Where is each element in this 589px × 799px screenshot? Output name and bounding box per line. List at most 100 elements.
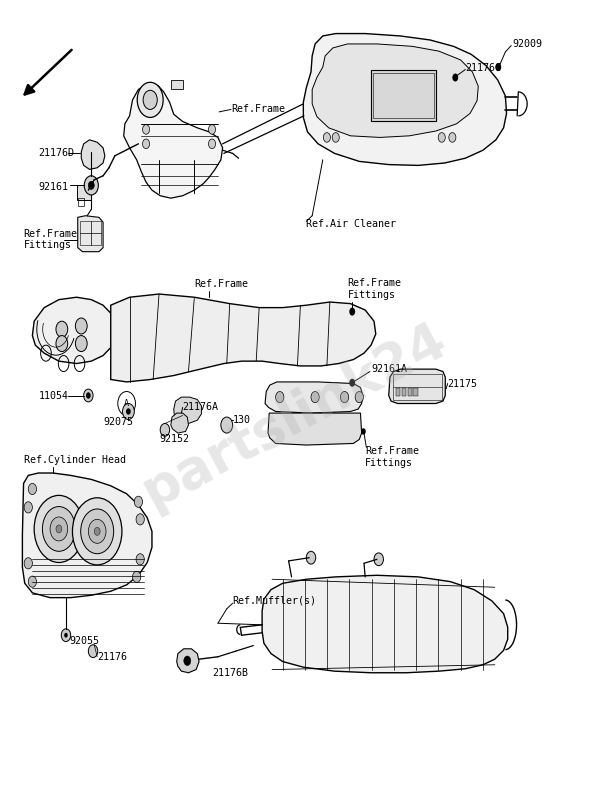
Text: Ref.Muffler(s): Ref.Muffler(s): [233, 596, 317, 606]
Circle shape: [94, 527, 100, 535]
Circle shape: [133, 571, 141, 582]
Circle shape: [349, 308, 355, 316]
Circle shape: [323, 133, 330, 142]
Circle shape: [84, 176, 98, 195]
Polygon shape: [265, 382, 363, 413]
Bar: [402, 388, 406, 396]
Circle shape: [75, 336, 87, 352]
Bar: [373, 73, 434, 118]
Text: 21176D: 21176D: [38, 149, 74, 158]
Polygon shape: [81, 140, 105, 169]
Text: Ref.Frame
Fittings: Ref.Frame Fittings: [24, 229, 78, 251]
Polygon shape: [177, 649, 199, 673]
Text: A: A: [124, 399, 129, 408]
Text: 92161A: 92161A: [371, 364, 407, 374]
Text: 21176A: 21176A: [183, 403, 219, 412]
Circle shape: [134, 496, 143, 507]
Circle shape: [72, 498, 122, 565]
Text: 21176C: 21176C: [465, 63, 501, 73]
Text: Ref.Frame: Ref.Frame: [194, 279, 249, 289]
Circle shape: [24, 558, 32, 569]
Circle shape: [56, 336, 68, 352]
Polygon shape: [303, 34, 507, 165]
Text: partslink24: partslink24: [133, 313, 456, 518]
Polygon shape: [22, 473, 152, 598]
Text: 92152: 92152: [159, 435, 189, 444]
Circle shape: [28, 483, 37, 495]
Circle shape: [34, 495, 84, 562]
Circle shape: [24, 502, 32, 513]
Circle shape: [42, 507, 75, 551]
Circle shape: [452, 74, 458, 81]
Circle shape: [221, 417, 233, 433]
Circle shape: [56, 525, 62, 533]
Circle shape: [143, 90, 157, 109]
Circle shape: [340, 392, 349, 403]
Text: Ref.Frame: Ref.Frame: [231, 105, 286, 114]
Text: Ref.Frame
Fittings: Ref.Frame Fittings: [348, 278, 402, 300]
Circle shape: [143, 125, 150, 134]
Bar: [80, 221, 101, 245]
Circle shape: [86, 392, 91, 399]
Polygon shape: [171, 413, 188, 433]
Text: Ref.Cylinder Head: Ref.Cylinder Head: [24, 455, 125, 465]
Polygon shape: [78, 216, 103, 252]
Circle shape: [126, 408, 131, 415]
Circle shape: [123, 403, 134, 419]
Text: 21175: 21175: [448, 379, 478, 388]
Circle shape: [75, 318, 87, 334]
Circle shape: [56, 321, 68, 337]
Circle shape: [209, 139, 216, 149]
Circle shape: [61, 629, 71, 642]
Bar: [408, 388, 412, 396]
Circle shape: [88, 519, 106, 543]
Bar: [78, 198, 84, 206]
Bar: [371, 70, 436, 121]
Polygon shape: [262, 575, 508, 673]
Circle shape: [311, 392, 319, 403]
Text: 92075: 92075: [103, 417, 133, 427]
Polygon shape: [268, 413, 362, 445]
Circle shape: [438, 133, 445, 142]
Circle shape: [495, 63, 501, 71]
Circle shape: [160, 423, 170, 436]
Text: 130: 130: [233, 415, 251, 425]
Circle shape: [118, 392, 135, 415]
Circle shape: [137, 82, 163, 117]
Circle shape: [136, 554, 144, 565]
Circle shape: [276, 392, 284, 403]
Circle shape: [349, 379, 355, 387]
Bar: [77, 185, 91, 200]
Circle shape: [361, 428, 366, 435]
Bar: [171, 80, 183, 89]
Text: 21176: 21176: [97, 652, 127, 662]
Circle shape: [332, 133, 339, 142]
Bar: [393, 374, 442, 400]
Text: 92161: 92161: [38, 182, 68, 192]
Polygon shape: [389, 369, 445, 403]
Polygon shape: [312, 44, 478, 137]
Circle shape: [84, 389, 93, 402]
Circle shape: [88, 181, 94, 189]
Polygon shape: [174, 397, 201, 423]
Bar: [413, 388, 418, 396]
Circle shape: [374, 553, 383, 566]
Circle shape: [355, 392, 363, 403]
Text: Ref.Air Cleaner: Ref.Air Cleaner: [306, 219, 396, 229]
Polygon shape: [32, 297, 115, 364]
Text: Ref.Frame
Fittings: Ref.Frame Fittings: [365, 446, 419, 468]
Polygon shape: [124, 84, 223, 198]
Circle shape: [88, 645, 98, 658]
Text: 92009: 92009: [512, 39, 542, 49]
Text: 21176B: 21176B: [212, 668, 248, 678]
Circle shape: [184, 656, 191, 666]
Text: 11054: 11054: [38, 391, 68, 400]
Text: 92055: 92055: [70, 636, 100, 646]
Circle shape: [28, 576, 37, 587]
Bar: [396, 388, 400, 396]
Circle shape: [64, 633, 68, 638]
Polygon shape: [111, 294, 376, 382]
Circle shape: [143, 139, 150, 149]
Circle shape: [449, 133, 456, 142]
Circle shape: [136, 514, 144, 525]
